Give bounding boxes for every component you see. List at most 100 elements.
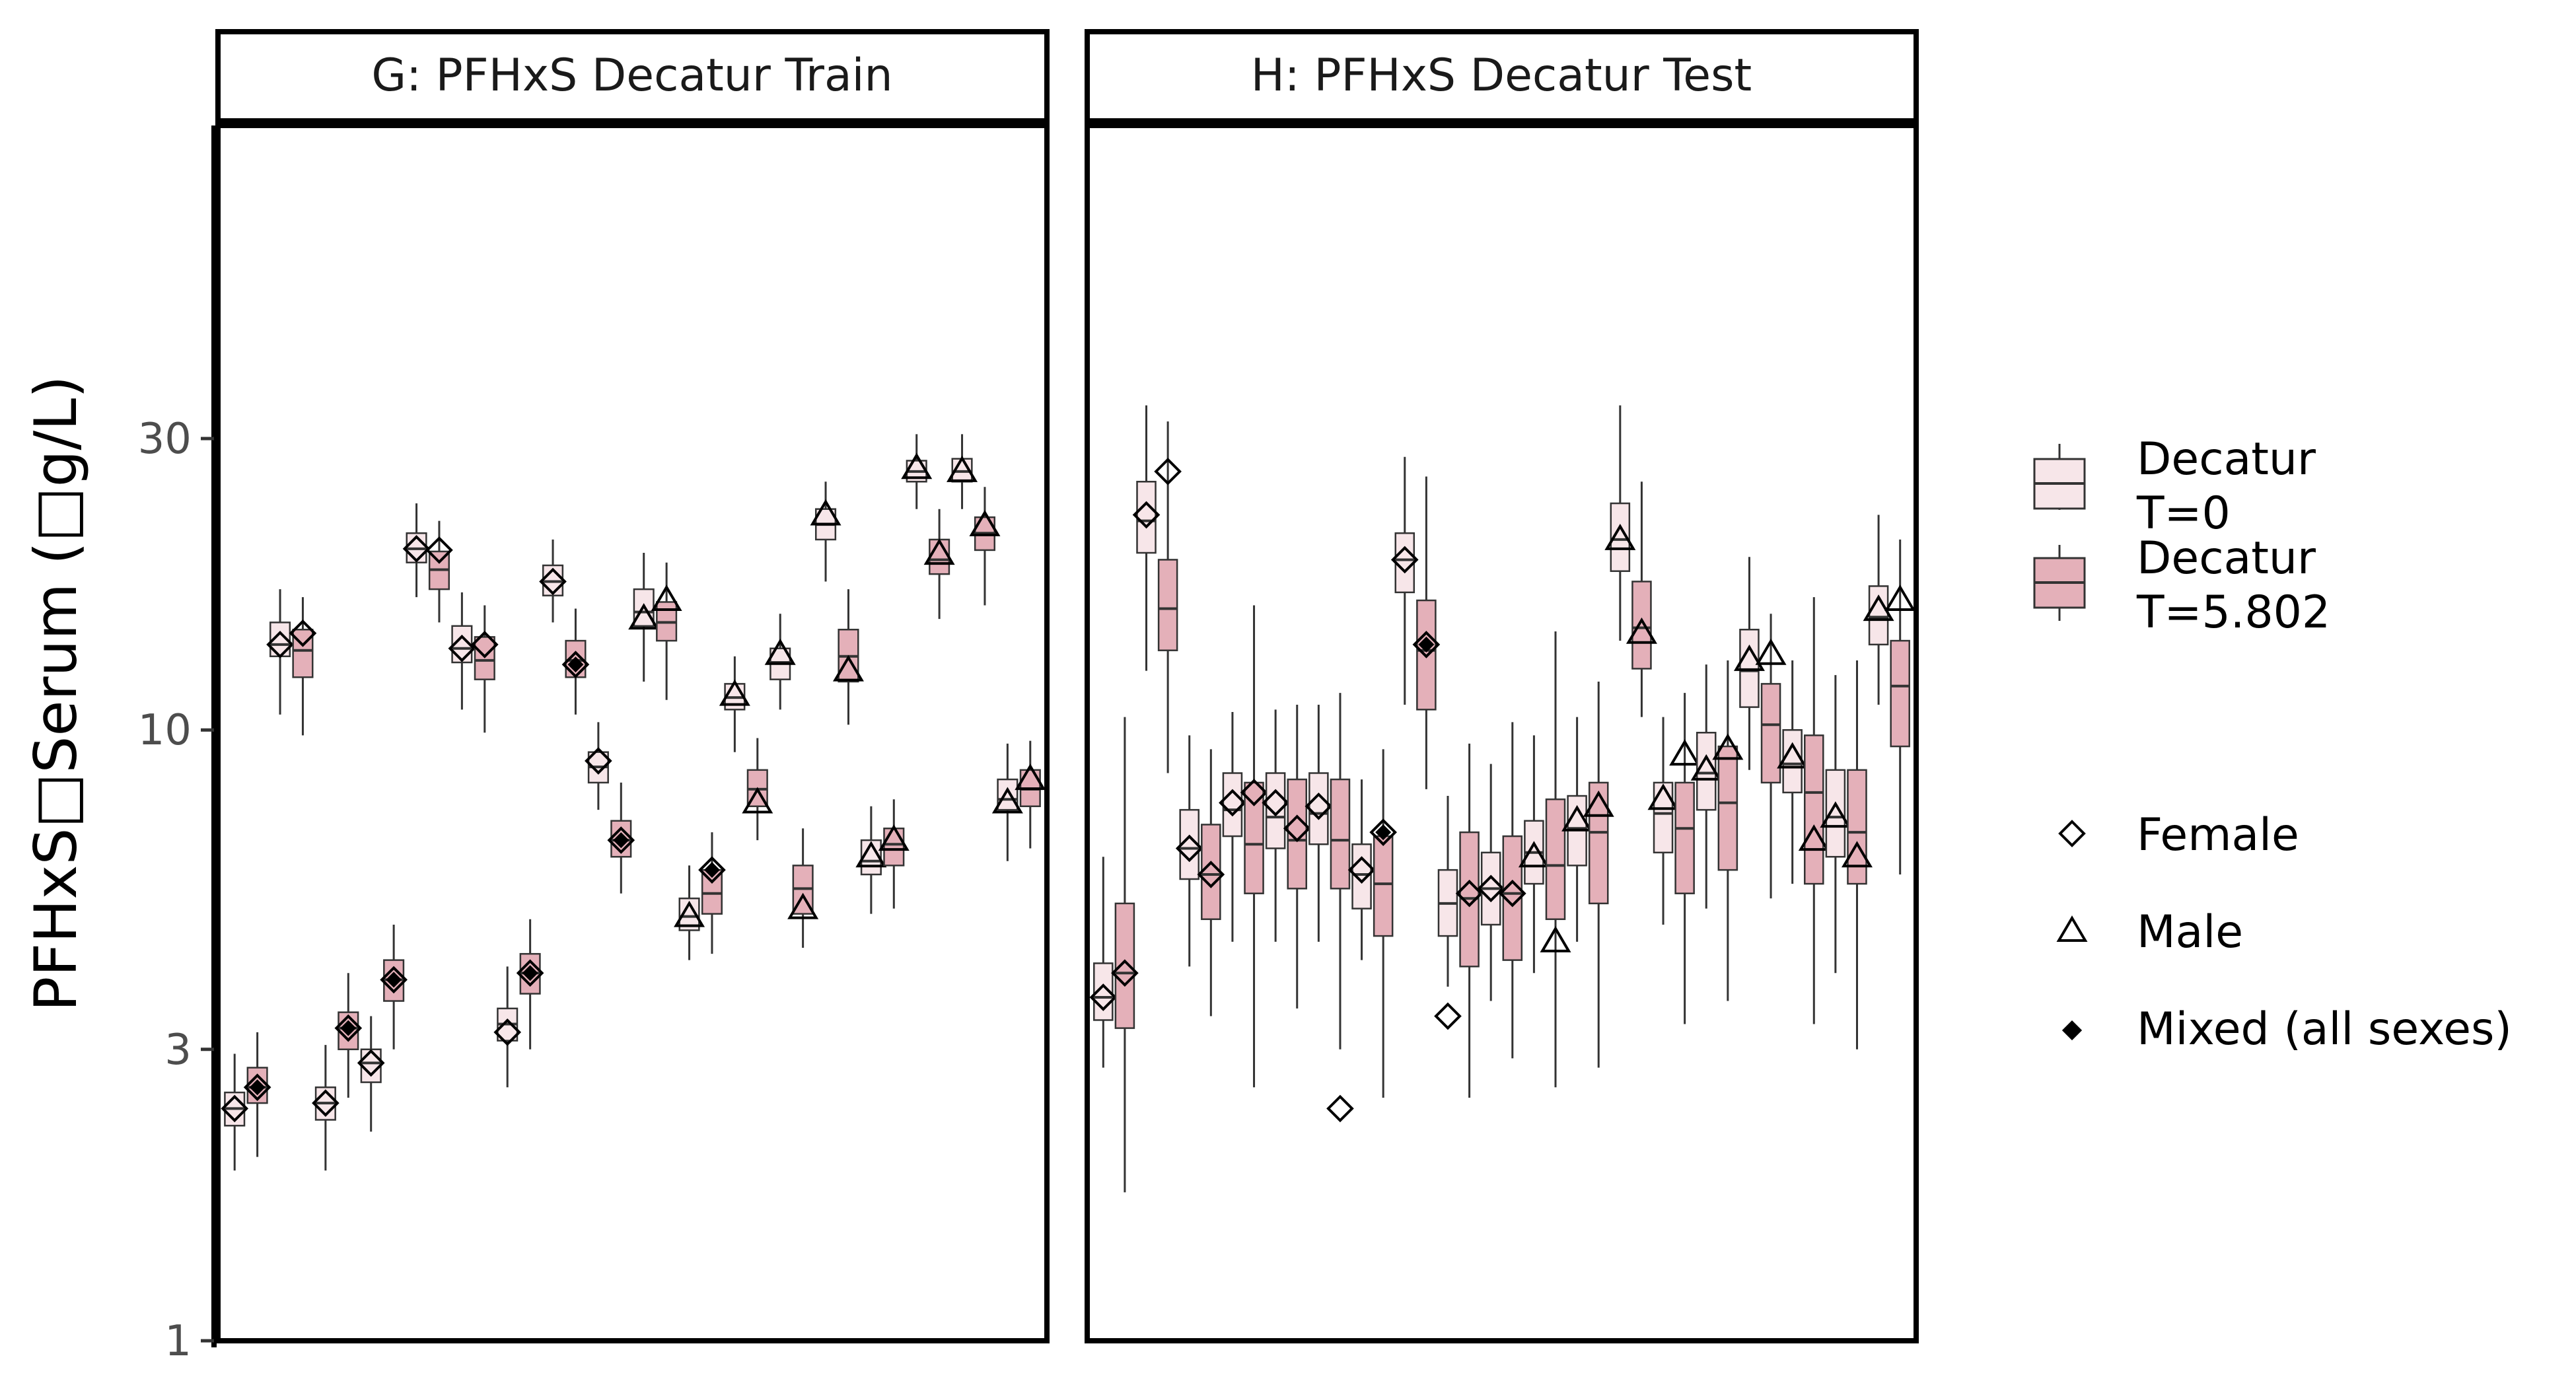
legend-t0-label-line2: T=0 — [2136, 487, 2231, 540]
observed-triangle-marker — [1733, 644, 1765, 671]
observed-filled-diamond-marker — [249, 1079, 266, 1096]
y-axis-title: PFHxS□Serum (□g/L) — [22, 376, 90, 1012]
legend-item-mixed: Mixed (all sexes) — [2061, 1003, 2512, 1055]
observed-diamond-marker — [470, 631, 499, 658]
box-group — [1240, 605, 1268, 1088]
box-group — [1820, 675, 1851, 974]
box-group — [1015, 740, 1046, 849]
box-body — [1545, 798, 1566, 920]
legend: Decatur T=0 Decatur T=5.802 Female Male … — [2033, 433, 2512, 1055]
observed-diamond-marker — [1111, 959, 1139, 987]
observed-filled-diamond-marker — [567, 657, 584, 673]
panel-train-title: G: PFHxS Decatur Train — [371, 50, 892, 102]
observed-outline-diamond-marker — [334, 1014, 363, 1042]
box-body — [1330, 778, 1351, 890]
box-body — [1653, 781, 1674, 854]
observed-diamond-marker — [1477, 874, 1505, 903]
observed-triangle-marker — [628, 603, 660, 630]
box-group — [1733, 557, 1765, 770]
box-group — [539, 539, 567, 623]
box-group — [1434, 796, 1462, 1030]
box-group — [651, 562, 682, 700]
observed-diamond-marker — [312, 1089, 340, 1117]
observed-diamond-marker — [289, 619, 317, 647]
box-group — [1540, 631, 1571, 1088]
legend-t5-label-line1: Decatur — [2137, 532, 2316, 585]
observed-filled-diamond-marker — [1375, 824, 1392, 841]
box-body — [633, 588, 655, 627]
box-group — [1669, 693, 1701, 1024]
box-group — [764, 614, 796, 710]
box-group — [698, 832, 726, 954]
box-group — [1326, 693, 1354, 1123]
box-group — [1647, 717, 1679, 925]
box-group — [947, 434, 978, 509]
box-group — [1283, 704, 1311, 1009]
legend-item-t5: Decatur T=5.802 — [2033, 532, 2330, 639]
observed-diamond-marker — [493, 1018, 522, 1046]
observed-diamond-marker — [539, 567, 567, 596]
box-body — [1265, 772, 1286, 849]
observed-triangle-marker — [855, 841, 887, 868]
observed-diamond-marker — [1347, 856, 1376, 884]
observed-filled-diamond-marker — [340, 1020, 357, 1036]
observed-triangle-marker — [1518, 841, 1550, 868]
observed-outline-diamond-marker — [516, 959, 544, 987]
observed-triangle-marker — [1798, 824, 1830, 851]
observed-filled-diamond-marker — [613, 832, 629, 849]
box-group — [561, 608, 590, 715]
observed-triangle-marker — [901, 452, 933, 480]
observed-filled-diamond-marker — [1418, 636, 1435, 653]
observed-triangle-marker — [787, 892, 819, 919]
box-body — [1588, 781, 1609, 905]
observed-triangle-marker — [1626, 617, 1657, 644]
observed-triangle-marker — [1561, 804, 1593, 832]
box-group — [1305, 704, 1333, 942]
box-group — [470, 605, 499, 733]
box-group — [1583, 682, 1614, 1068]
box-group — [1347, 779, 1376, 960]
box-body — [883, 828, 905, 867]
observed-triangle-marker — [1755, 638, 1787, 665]
legend-male-label: Male — [2137, 906, 2243, 958]
box-group — [425, 520, 453, 623]
panel-train-strip — [215, 29, 1050, 124]
box-group — [312, 1045, 340, 1171]
observed-diamond-marker — [585, 747, 612, 775]
observed-triangle-marker — [651, 585, 682, 612]
panel-train: G: PFHxS Decatur Train — [215, 29, 1050, 1343]
box-group — [289, 597, 317, 736]
observed-diamond-marker — [425, 536, 453, 564]
box-group — [221, 1053, 249, 1171]
legend-filled-diamond-icon — [2061, 1020, 2083, 1041]
box-body — [1157, 559, 1178, 651]
box-group — [1477, 764, 1505, 1001]
box-group — [1498, 722, 1526, 1059]
box-body — [1222, 772, 1243, 837]
box-body — [1696, 732, 1717, 811]
observed-triangle-marker — [1669, 739, 1701, 766]
observed-diamond-marker — [448, 634, 476, 662]
y-tick-label: 30 — [138, 415, 192, 464]
legend-open-triangle-icon — [2056, 915, 2088, 942]
box-body — [1804, 734, 1824, 885]
observed-triangle-marker — [1647, 783, 1679, 810]
observed-triangle-marker — [719, 679, 750, 706]
box-group — [1262, 709, 1289, 942]
panel-test: H: PFHxS Decatur Test — [1085, 29, 1919, 1343]
box-group — [1604, 405, 1636, 641]
box-body — [1201, 824, 1221, 920]
observed-diamond-marker — [1390, 546, 1419, 574]
box-body — [1244, 781, 1264, 894]
box-group — [357, 1016, 385, 1132]
box-group — [901, 434, 933, 509]
box-body — [1416, 599, 1437, 711]
observed-triangle-marker — [1540, 925, 1571, 952]
observed-triangle-marker — [1690, 754, 1722, 781]
box-group — [1132, 405, 1161, 671]
box-group — [1390, 456, 1419, 705]
observed-diamond-marker — [1434, 1002, 1462, 1030]
box-body — [1308, 772, 1329, 845]
box-group — [1219, 712, 1246, 942]
